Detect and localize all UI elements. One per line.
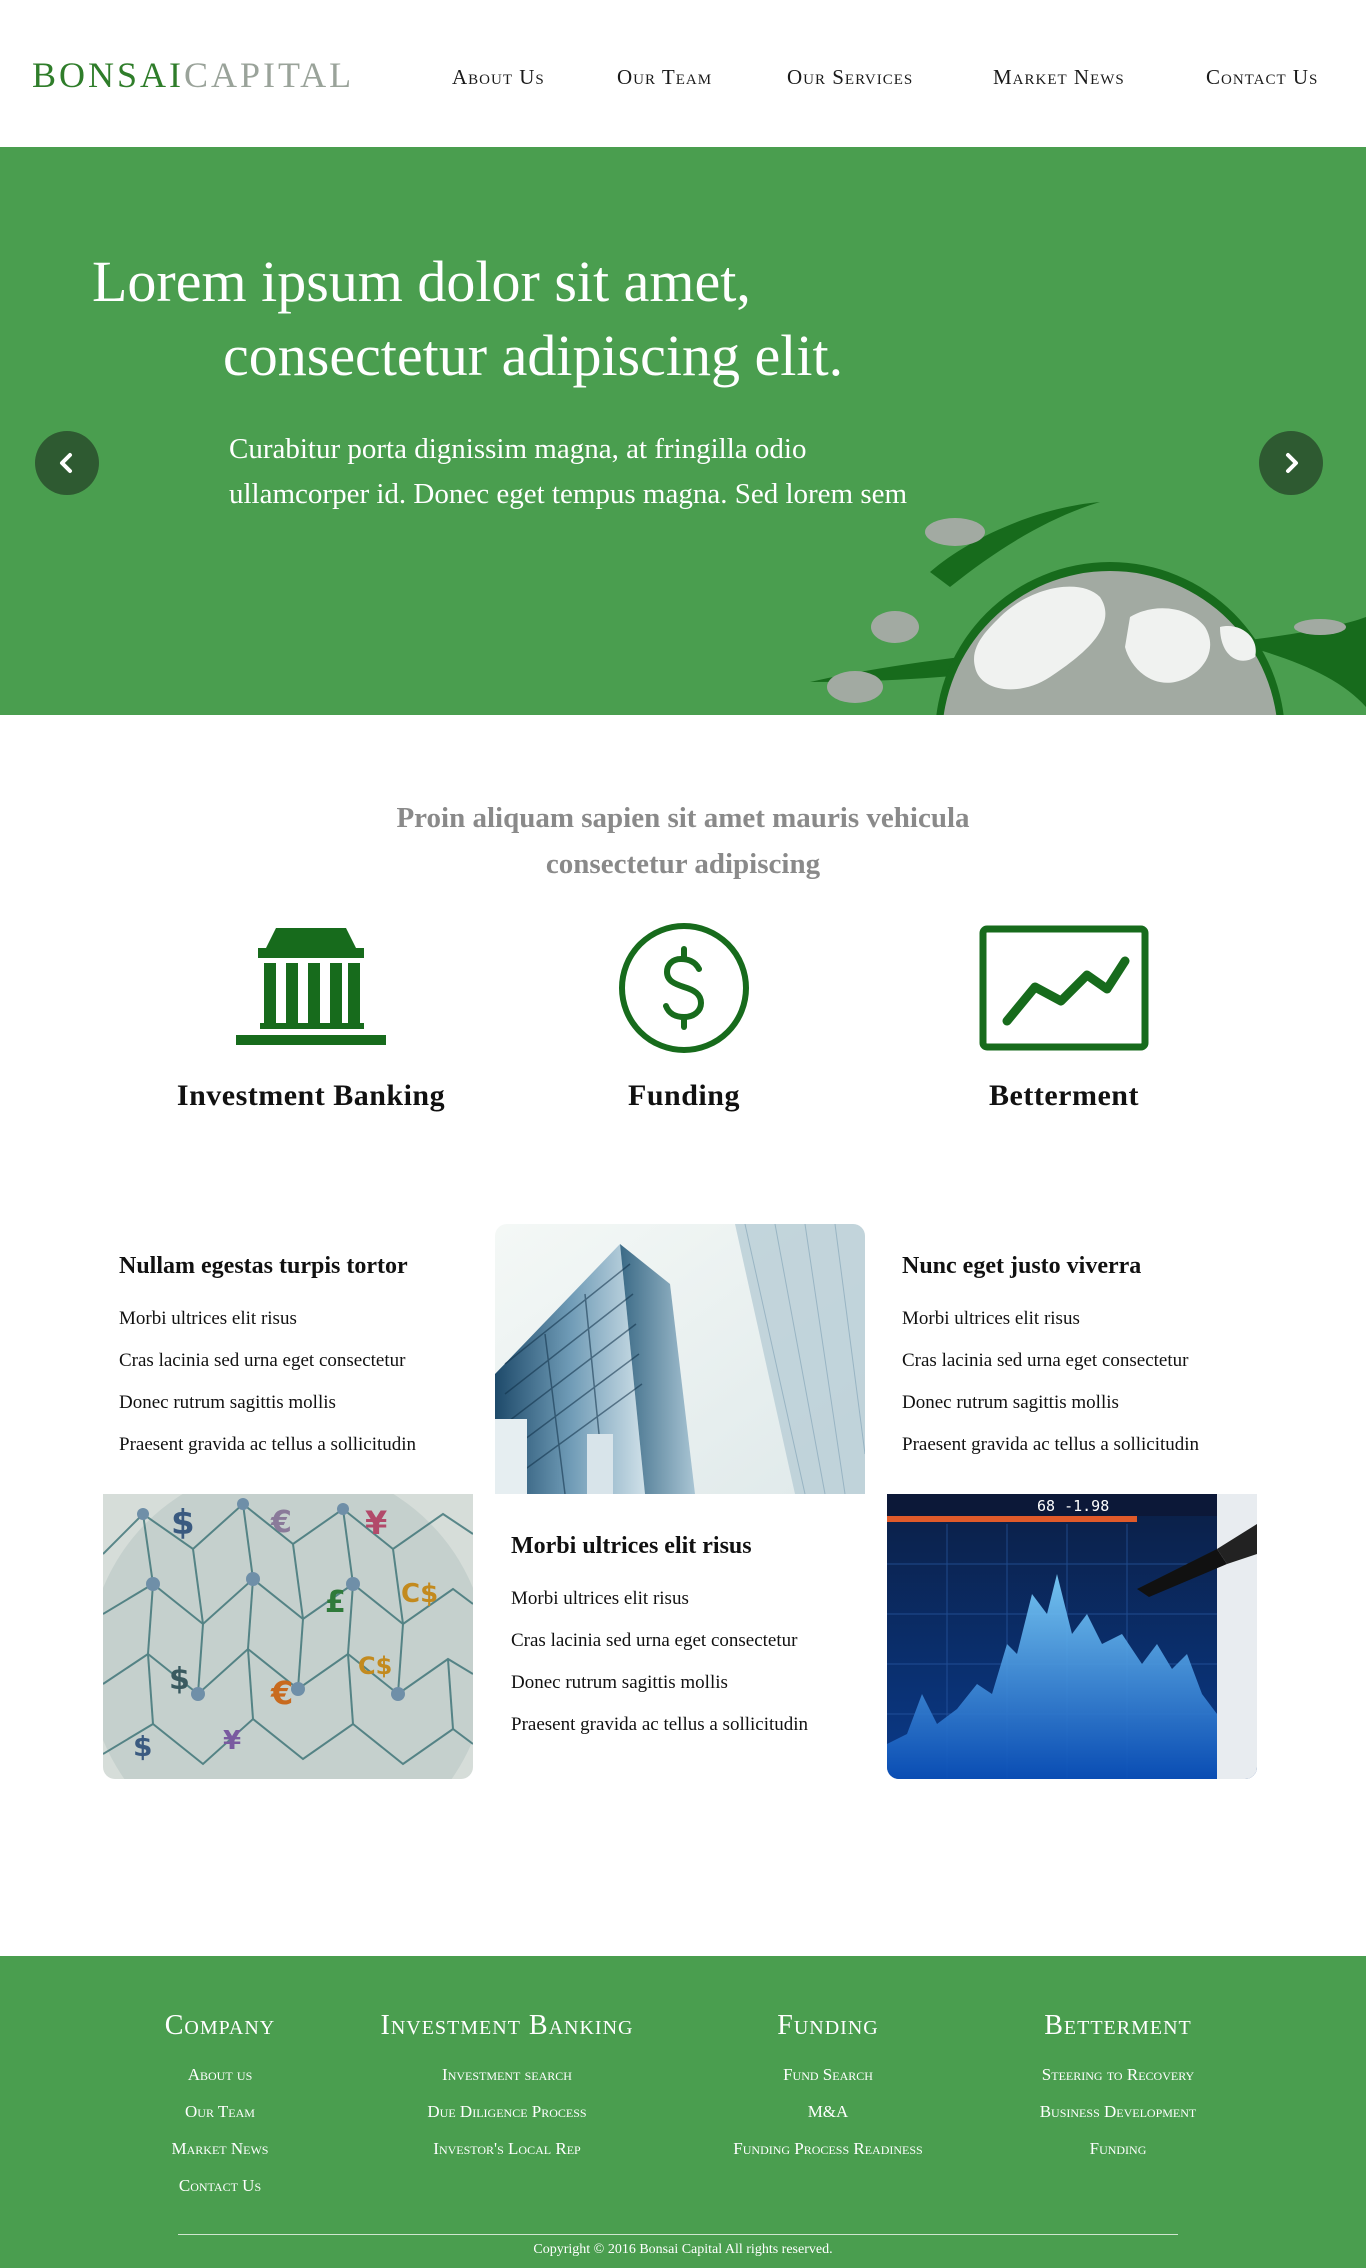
- svg-text:C$: C$: [358, 1652, 392, 1680]
- nav-contact-us[interactable]: Contact Us: [1206, 65, 1319, 89]
- svg-text:C$: C$: [401, 1579, 438, 1609]
- main-nav: About Us Our Team Our Services Market Ne…: [0, 62, 1366, 92]
- footer-column-title: Investment Banking: [380, 2010, 634, 2041]
- hero-title-line1: Lorem ipsum dolor sit amet,: [92, 249, 751, 314]
- nav-our-team[interactable]: Our Team: [617, 65, 713, 89]
- footer-link-funding-readiness[interactable]: Funding Process Readiness: [733, 2139, 923, 2158]
- footer-column-title: Funding: [777, 2010, 879, 2041]
- bank-icon: [121, 920, 501, 1055]
- logo-part-capital: CAPITAL: [184, 55, 355, 95]
- site-header: BONSAICAPITAL About Us Our Team Our Serv…: [0, 0, 1366, 147]
- svg-text:€: €: [270, 1674, 293, 1712]
- globe-illustration: [810, 502, 1366, 715]
- list-item: Donec rutrum sagittis mollis: [902, 1392, 1119, 1413]
- stock-chart-photo: 68 -1.98: [887, 1494, 1257, 1779]
- list-item: Morbi ultrices elit risus: [511, 1588, 689, 1609]
- nav-our-services[interactable]: Our Services: [787, 65, 914, 89]
- footer-link-our-team[interactable]: Our Team: [185, 2102, 255, 2121]
- list-item: Cras lacinia sed urna eget consectetur: [119, 1350, 406, 1371]
- hero-slider: Lorem ipsum dolor sit amet, consectetur …: [0, 147, 1366, 715]
- footer-link-market-news[interactable]: Market News: [171, 2139, 269, 2158]
- chevron-left-icon: [60, 453, 72, 473]
- content-block-morbi: Morbi ultrices elit risus Morbi ultrices…: [511, 1528, 881, 1746]
- logo-part-bonsai: BONSAI: [32, 55, 185, 95]
- footer-column-funding: Funding Fund Search M&A Funding Process …: [693, 2008, 963, 2167]
- footer-column-title: Company: [164, 2010, 276, 2041]
- footer-column-betterment: Betterment Steering to Recovery Business…: [1003, 2008, 1233, 2167]
- block-list: Morbi ultrices elit risus Cras lacinia s…: [511, 1578, 881, 1746]
- footer-divider: [178, 2234, 1178, 2235]
- footer-link-funding[interactable]: Funding: [1089, 2139, 1147, 2158]
- block-title: Nunc eget justo viverra: [902, 1253, 1142, 1279]
- trend-chart-icon: [874, 920, 1254, 1055]
- footer-link-business-development[interactable]: Business Development: [1039, 2102, 1197, 2121]
- dollar-circle-icon: [494, 920, 874, 1055]
- svg-text:¥: ¥: [223, 1726, 241, 1756]
- feature-label: Investment Banking: [176, 1079, 446, 1112]
- feature-betterment[interactable]: Betterment: [874, 920, 1254, 1113]
- footer-link-about-us[interactable]: About us: [187, 2065, 253, 2084]
- hero-body-text: Curabitur porta dignissim magna, at frin…: [229, 433, 908, 510]
- list-item: Donec rutrum sagittis mollis: [511, 1672, 728, 1693]
- svg-text:¥: ¥: [365, 1504, 387, 1542]
- block-title: Morbi ultrices elit risus: [511, 1533, 752, 1559]
- footer-link-m-and-a[interactable]: M&A: [807, 2102, 849, 2121]
- list-item: Donec rutrum sagittis mollis: [119, 1392, 336, 1413]
- intro-line1: Proin aliquam sapien sit amet mauris veh…: [396, 802, 970, 834]
- footer-link-investment-search[interactable]: Investment search: [442, 2065, 572, 2084]
- footer-column-company: Company About us Our Team Market News Co…: [105, 2008, 335, 2204]
- intro-heading: Proin aliquam sapien sit amet mauris veh…: [0, 795, 1366, 887]
- content-block-nullam: Nullam egestas turpis tortor Morbi ultri…: [119, 1248, 489, 1466]
- skyscraper-photo: [495, 1224, 865, 1494]
- hero-title-line2: consectetur adipiscing elit.: [223, 323, 844, 388]
- slider-next-button[interactable]: [1259, 431, 1323, 495]
- footer-link-steering-recovery[interactable]: Steering to Recovery: [1041, 2065, 1195, 2084]
- list-item: Morbi ultrices elit risus: [119, 1308, 297, 1329]
- svg-text:$: $: [133, 1730, 152, 1763]
- list-item: Morbi ultrices elit risus: [902, 1308, 1080, 1329]
- footer-link-due-diligence[interactable]: Due Diligence Process: [427, 2102, 587, 2121]
- list-item: Cras lacinia sed urna eget consectetur: [511, 1630, 798, 1651]
- content-block-nunc: Nunc eget justo viverra Morbi ultrices e…: [902, 1248, 1272, 1466]
- footer-link-fund-search[interactable]: Fund Search: [783, 2065, 873, 2084]
- block-title: Nullam egestas turpis tortor: [119, 1253, 408, 1279]
- chevron-right-icon: [1286, 453, 1298, 473]
- intro-line2: consectetur adipiscing: [545, 848, 821, 880]
- feature-investment-banking[interactable]: Investment Banking: [121, 920, 501, 1113]
- logo[interactable]: BONSAICAPITAL: [32, 52, 354, 98]
- nav-market-news[interactable]: Market News: [993, 65, 1125, 89]
- site-footer: Company About us Our Team Market News Co…: [0, 1956, 1366, 2268]
- feature-funding[interactable]: Funding: [494, 920, 874, 1113]
- footer-link-local-rep[interactable]: Investor's Local Rep: [433, 2139, 581, 2158]
- svg-text:$: $: [171, 1503, 195, 1543]
- chart-readout: 68 -1.98: [1037, 1497, 1109, 1515]
- list-item: Praesent gravida ac tellus a sollicitudi…: [119, 1434, 417, 1455]
- list-item: Praesent gravida ac tellus a sollicitudi…: [511, 1714, 809, 1735]
- footer-column-title: Betterment: [1044, 2010, 1192, 2041]
- nav-about-us[interactable]: About Us: [452, 65, 545, 89]
- footer-link-contact-us[interactable]: Contact Us: [178, 2176, 262, 2195]
- footer-column-investment-banking: Investment Banking Investment search Due…: [357, 2008, 657, 2167]
- currency-globe-photo: $ € ¥ C$ £ € C$ $ $ ¥: [103, 1494, 473, 1779]
- svg-text:€: €: [270, 1505, 292, 1540]
- svg-text:$: $: [169, 1662, 190, 1697]
- slider-prev-button[interactable]: [35, 431, 99, 495]
- list-item: Praesent gravida ac tellus a sollicitudi…: [902, 1434, 1200, 1455]
- block-list: Morbi ultrices elit risus Cras lacinia s…: [119, 1298, 489, 1466]
- copyright-text: Copyright © 2016 Bonsai Capital All righ…: [533, 2242, 833, 2257]
- feature-label: Betterment: [989, 1079, 1139, 1112]
- svg-text:£: £: [325, 1585, 346, 1620]
- list-item: Cras lacinia sed urna eget consectetur: [902, 1350, 1189, 1371]
- block-list: Morbi ultrices elit risus Cras lacinia s…: [902, 1298, 1272, 1466]
- feature-label: Funding: [628, 1079, 740, 1112]
